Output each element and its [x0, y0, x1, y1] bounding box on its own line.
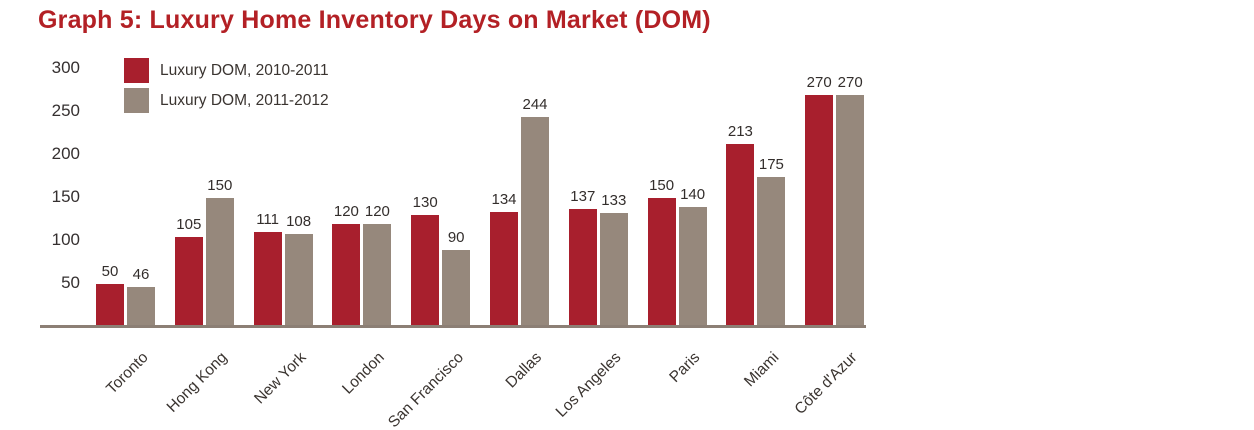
x-axis-label: Dallas [503, 349, 546, 392]
legend-item: Luxury DOM, 2010-2011 [124, 58, 329, 83]
y-tick-label: 200 [51, 144, 80, 163]
x-axis-label: Hong Kong [163, 349, 231, 416]
x-axis-label: London [339, 349, 388, 398]
bar-value-label: 90 [447, 228, 465, 246]
legend-label: Luxury DOM, 2010-2011 [160, 61, 329, 79]
bar-value-label: 120 [364, 202, 390, 220]
bar-value-label: 213 [727, 122, 753, 140]
bar-new-york-series2 [284, 234, 313, 327]
bar-value-label: 133 [601, 191, 627, 209]
bar-new-york-series1 [253, 231, 282, 327]
bar-san-francisco-series2 [442, 249, 471, 327]
chart-title: Graph 5: Luxury Home Inventory Days on M… [38, 6, 711, 34]
x-axis-label: Côte d'Azur [791, 349, 861, 418]
bar-value-label: 50 [101, 263, 119, 280]
bar-los-angeles-series2 [599, 212, 628, 327]
bar-value-label: 111 [256, 210, 279, 228]
x-axis-label: Paris [666, 349, 704, 387]
bar-value-label: 134 [491, 190, 517, 208]
bar-value-label: 120 [333, 202, 359, 220]
bar-value-label: 130 [412, 194, 438, 212]
bar-value-label: 137 [570, 188, 596, 206]
x-axis-label: New York [250, 349, 310, 408]
bar-value-label: 46 [132, 266, 150, 284]
y-tick-label: 50 [61, 273, 80, 292]
bar-miami-series1 [726, 143, 755, 327]
bar-value-label: 140 [680, 185, 706, 203]
bar-london-series2 [363, 223, 392, 327]
bar-los-angeles-series1 [568, 209, 597, 327]
bar-value-label: 175 [758, 155, 784, 173]
bar-london-series1 [332, 223, 361, 327]
x-axis-label: Miami [740, 349, 782, 391]
bar-value-label: 244 [522, 96, 548, 114]
y-tick-label: 250 [51, 101, 80, 120]
legend-item: Luxury DOM, 2011-2012 [124, 88, 329, 113]
x-axis-line [40, 325, 866, 328]
x-axis-label: San Francisco [384, 349, 467, 430]
y-tick-label: 100 [51, 230, 80, 249]
legend-swatch-icon [124, 58, 149, 83]
x-axis-label: Los Angeles [552, 349, 625, 421]
bar-miami-series2 [757, 176, 786, 327]
bar-c-te-d-azur-series2 [836, 94, 865, 327]
bar-san-francisco-series1 [411, 215, 440, 327]
x-axis-label: Toronto [102, 349, 152, 398]
legend-swatch-icon [124, 88, 149, 113]
bar-value-label: 108 [286, 213, 312, 231]
bar-value-label: 105 [176, 215, 202, 233]
bar-value-label: 150 [207, 177, 233, 194]
bar-value-label: 270 [806, 73, 832, 91]
bar-paris-series2 [678, 206, 707, 327]
bar-toronto-series2 [127, 287, 155, 327]
bar-c-te-d-azur-series1 [805, 94, 834, 327]
bar-value-label: 150 [649, 177, 675, 194]
y-tick-label: 300 [51, 58, 80, 77]
bar-hong-kong-series1 [174, 236, 203, 327]
bar-value-label: 270 [837, 73, 863, 91]
y-tick-label: 150 [51, 187, 80, 206]
bar-dallas-series1 [490, 211, 518, 327]
bar-toronto-series1 [96, 284, 124, 327]
legend-label: Luxury DOM, 2011-2012 [160, 91, 329, 109]
bar-dallas-series2 [521, 117, 549, 327]
bar-hong-kong-series2 [205, 198, 234, 327]
bar-paris-series1 [647, 198, 676, 327]
